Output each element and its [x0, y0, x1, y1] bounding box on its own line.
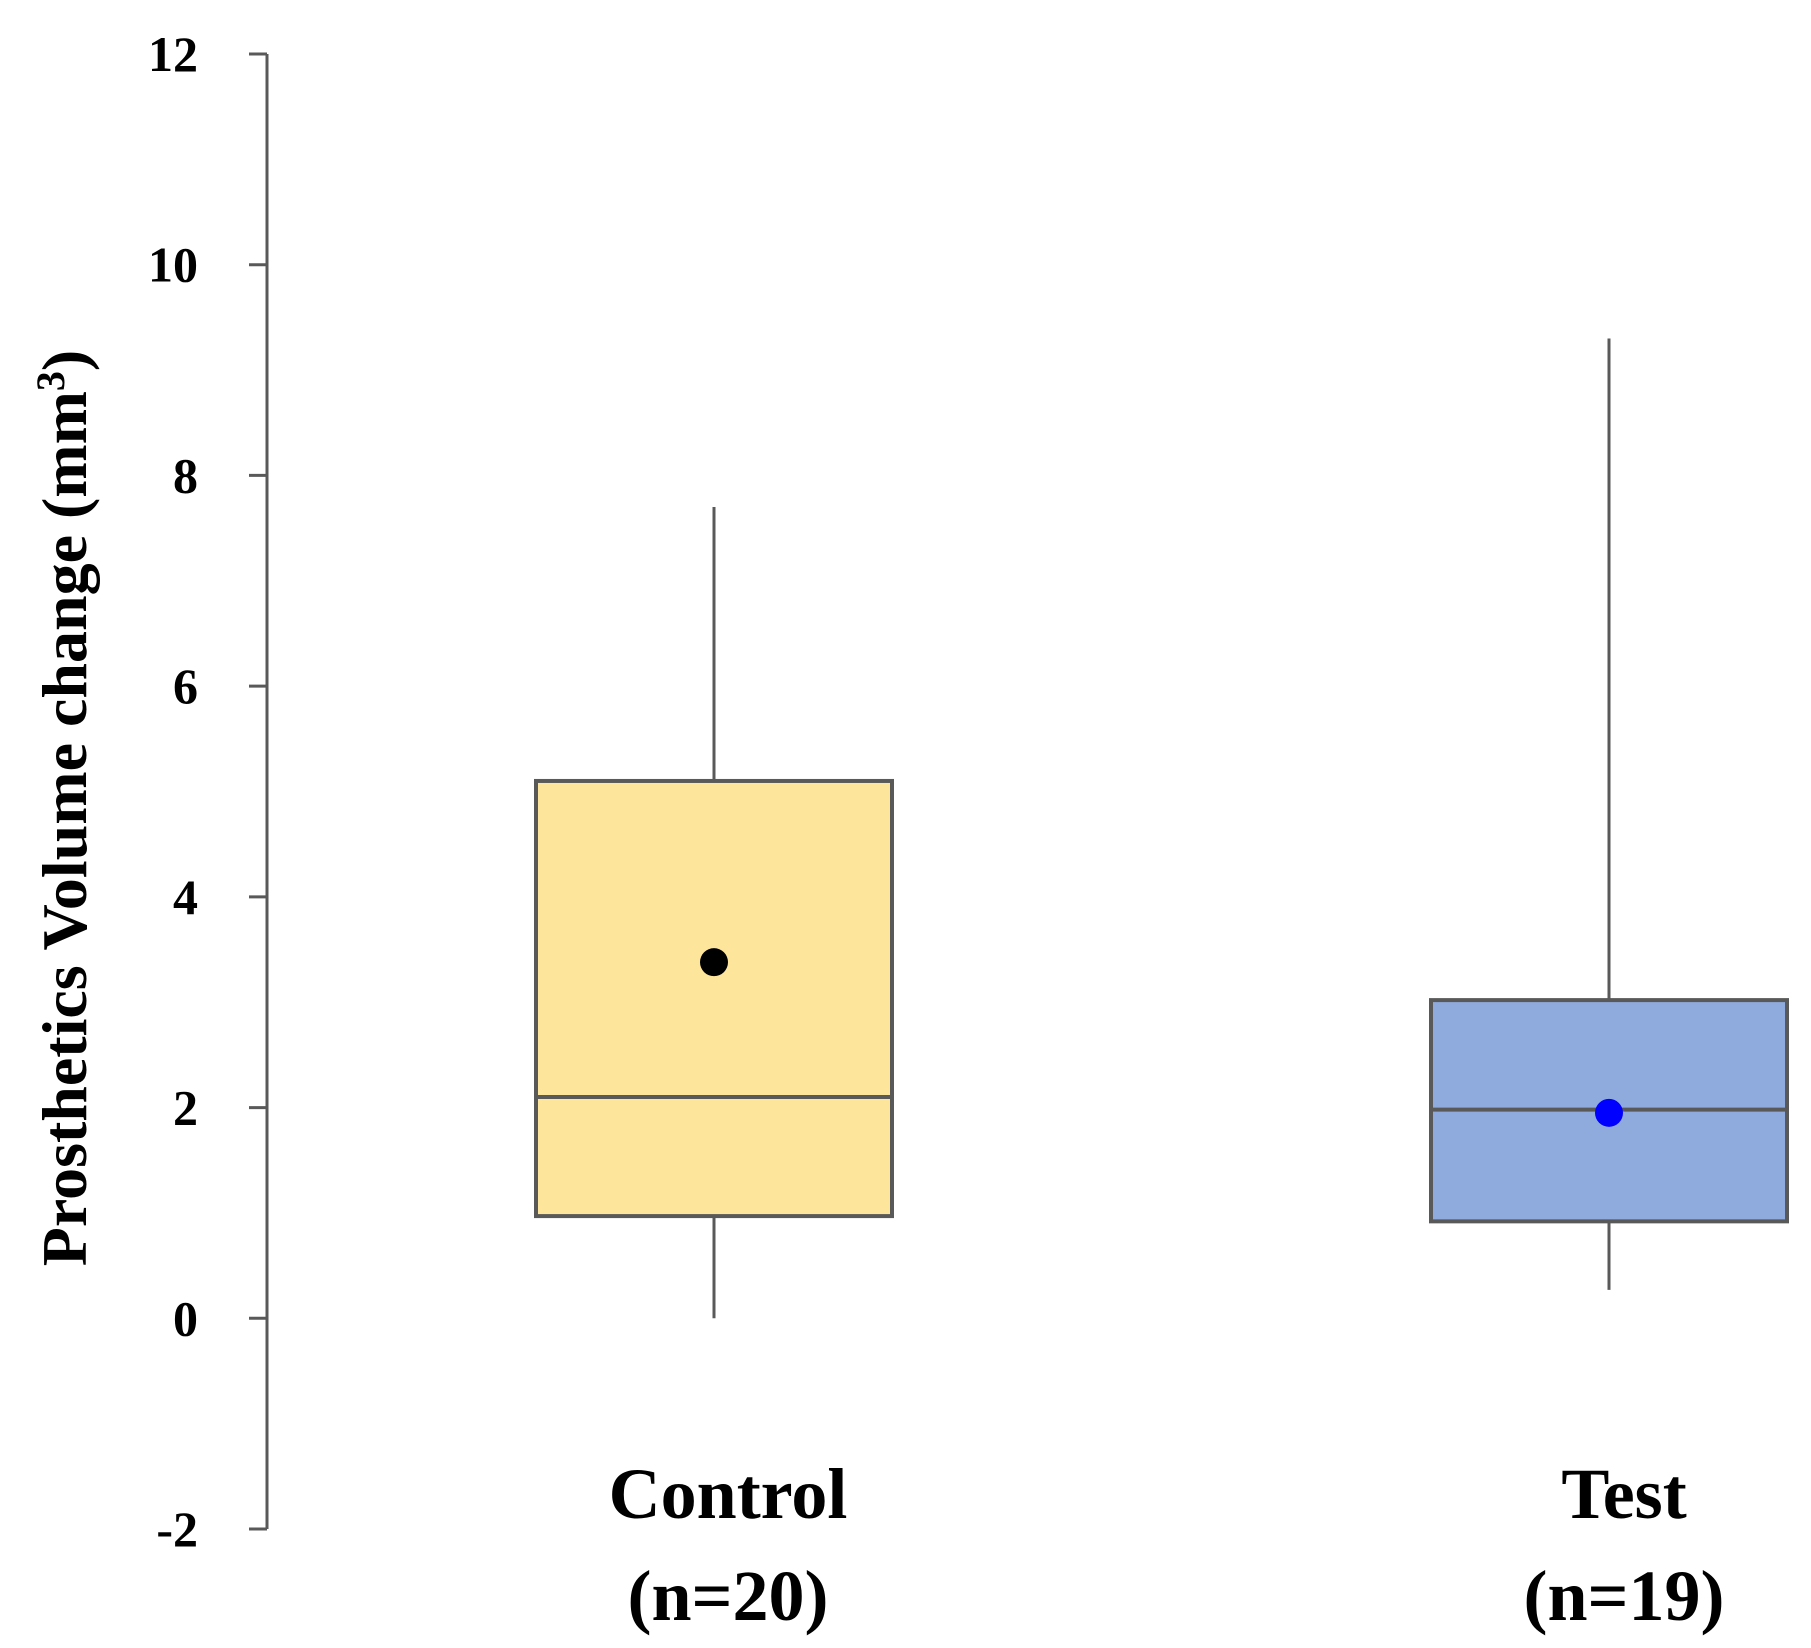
category-label-test: Test [1561, 1454, 1686, 1534]
y-axis-title-main: Prosthetics Volume change (mm [29, 391, 100, 1266]
y-tick-label: 12 [148, 26, 198, 82]
y-tick-label: 0 [173, 1290, 198, 1346]
category-label-control: Control [609, 1454, 848, 1534]
y-axis-title-superscript: 3 [28, 371, 73, 391]
category-labels: Control (n=20) Test (n=19) [609, 1454, 1725, 1636]
y-tick-label: 10 [148, 237, 198, 293]
y-tick-label: 2 [173, 1080, 198, 1136]
mean-marker [1595, 1098, 1623, 1127]
y-axis-title: Prosthetics Volume change (mm3) [28, 350, 101, 1267]
y-tick-label: 6 [173, 658, 198, 714]
iqr-box [534, 778, 894, 1219]
category-count-test: (n=19) [1523, 1556, 1724, 1636]
box-test [1429, 338, 1789, 1290]
y-axis-title-close: ) [29, 350, 100, 371]
box-control [534, 507, 894, 1319]
y-tick-label: 8 [173, 447, 198, 503]
y-tick-label: 4 [173, 869, 198, 925]
mean-marker [700, 948, 728, 977]
y-ticks: -2 0 2 4 6 8 10 12 [148, 26, 267, 1557]
category-count-control: (n=20) [627, 1556, 828, 1636]
boxes [534, 338, 1789, 1319]
y-tick-label: -2 [156, 1501, 198, 1557]
